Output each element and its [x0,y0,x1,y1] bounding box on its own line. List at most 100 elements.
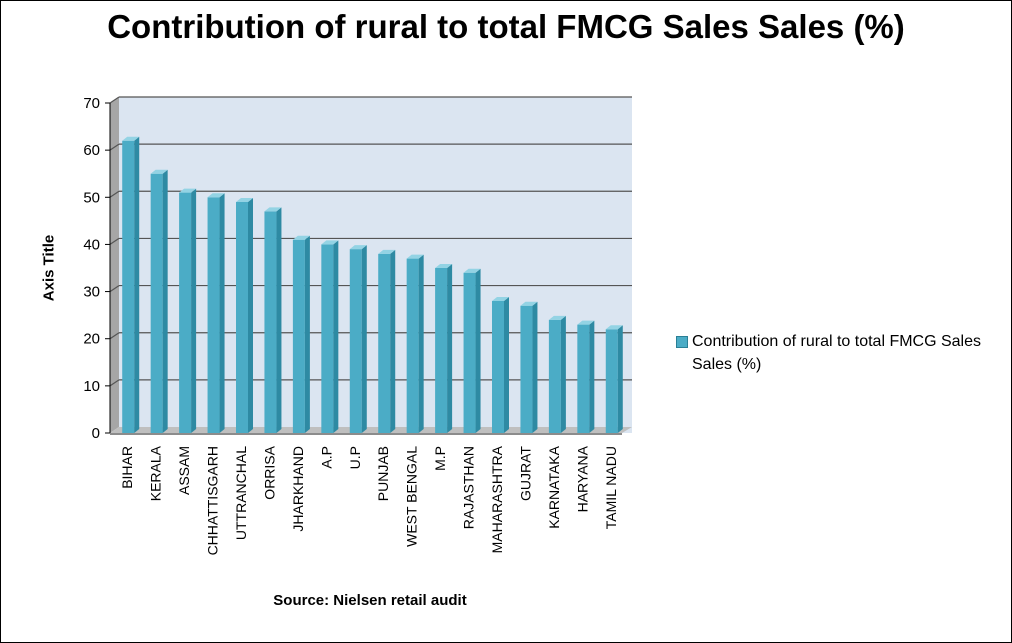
bar-side [560,315,566,433]
x-axis-categories: BIHAR KERALA ASSAM CHHATTISGARH UTTRANCHAL OR… [119,445,619,555]
bar-top [492,297,509,301]
bar-top [207,193,225,198]
gridline-diagonal [109,285,120,293]
bar-front [292,239,305,433]
bar-top [548,315,566,320]
bar [492,297,509,433]
y-axis-ticks: 0 10 20 30 40 50 60 70 [83,95,111,442]
bar-side [333,240,339,433]
x-category-label: BIHAR [119,446,135,489]
bar-side [447,264,453,433]
x-category-label: A.P [318,446,334,469]
bar-front [207,197,220,433]
gridlines [109,96,632,387]
chart-title: Contribution of rural to total FMCG Sale… [107,8,905,45]
bar-side [361,245,367,433]
x-category-label: GUJRAT [517,446,533,501]
bar-side [504,297,509,433]
x-category-label: KARNATAKA [546,445,562,528]
x-category-label: JHARKHAND [290,446,306,532]
x-category-label: RAJASTHAN [461,446,477,529]
y-tick-label: 20 [83,331,100,348]
bar-top [122,136,140,141]
bar [122,136,140,433]
y-tick-label: 40 [83,236,100,253]
x-category-label: WEST BENGAL [404,446,420,547]
bar-top [150,169,168,174]
bar-top [292,235,310,240]
bar-top [463,268,481,273]
bar [150,169,168,433]
bar [236,198,253,433]
bar-front [463,272,476,433]
bar-front [605,329,618,433]
bar-side [304,235,310,433]
x-category-label: ORRISA [261,445,277,499]
y-tick-label: 0 [92,425,100,442]
y-axis-title: Axis Title [40,234,58,302]
bar-side [191,188,197,433]
bar-side [532,301,538,433]
bar-side [418,254,424,433]
bar-side [589,320,595,433]
bar-top [520,301,538,306]
bar-top [435,264,453,268]
legend-swatch [676,336,688,348]
bar-side [276,207,282,433]
bar-top [236,198,253,202]
plot-back-wall [119,97,632,433]
bars [122,136,623,433]
bar-front [406,258,419,433]
y-tick-label: 70 [83,95,100,112]
bar-side [617,325,623,433]
bar-front [492,301,504,433]
bar-front [264,211,277,433]
bar-side [219,193,225,433]
bar-top [179,188,197,193]
bar-side [162,169,168,433]
bar [264,207,282,433]
x-category-label: PUNJAB [375,446,391,501]
gridline-diagonal [109,96,120,104]
plot-side-wall [110,97,119,433]
bar-top [349,245,367,250]
bar [378,249,396,433]
x-category-label: CHHATTISGARH [205,446,221,555]
bar [207,193,225,433]
gridline-diagonal [109,190,120,198]
x-axis-title: Source: Nielsen retail audit [273,592,467,609]
bar-top [264,207,282,212]
bar-top [321,240,339,245]
bar-front [520,305,533,433]
bar-front [179,192,192,433]
bar-front [122,140,135,433]
gridline-diagonal [109,237,120,245]
x-category-label: M.P [432,446,448,471]
bar [605,325,623,433]
bar [577,320,595,433]
bar-side [475,268,481,433]
y-tick-label: 60 [83,142,100,159]
bar-side [134,136,140,433]
x-category-label: HARYANA [574,445,590,512]
bar-front [236,202,248,433]
bar [292,235,310,433]
x-category-label: MAHARASHTRA [489,445,505,553]
x-category-label: KERALA [148,445,164,501]
plot-floor-edge [110,433,622,435]
gridline-diagonal [109,332,120,340]
x-category-label: ASSAM [176,446,192,495]
gridline-diagonal [109,379,120,387]
x-category-label: U.P [347,446,363,469]
bar-front [349,249,362,433]
bar [179,188,197,433]
bar-top [577,320,595,325]
bar-front [577,324,590,433]
bar-front [548,319,561,433]
legend-label: Contribution of rural to total FMCG Sale… [692,333,982,373]
bar-front [150,173,163,433]
bar [463,268,481,433]
bar-front [321,244,334,433]
bar [321,240,339,433]
